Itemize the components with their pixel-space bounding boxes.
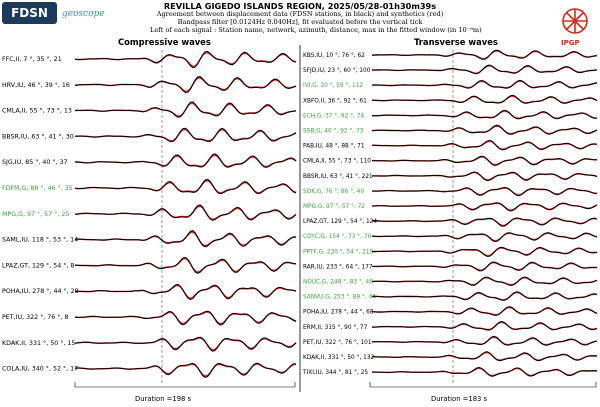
- right-station-label: KBS,IU, 10 °, 76 °, 62: [303, 53, 365, 59]
- right-station-label: IVI,G, 30 °, 59 °, 112: [303, 83, 363, 89]
- right-station-label: BBSR,IU, 63 °, 41 °, 221: [303, 174, 373, 180]
- left-data-trace: [74, 256, 297, 274]
- right-station-label: RAR,IU, 233 °, 64 °, 177: [303, 264, 373, 270]
- fdsn-logo: FDSN: [2, 2, 57, 24]
- right-data-trace: [371, 49, 598, 60]
- left-data-trace: [74, 310, 297, 326]
- right-station-label: POHA,IU, 278 °, 44 °, 68: [303, 310, 374, 316]
- right-data-trace: [372, 64, 598, 75]
- panel-title-compressive: Compressive waves: [118, 37, 211, 47]
- right-station-label: LPAZ,GT, 129 °, 54 °, 124: [303, 219, 377, 225]
- left-synthetic-trace: [74, 77, 297, 93]
- left-synthetic-trace: [74, 257, 297, 273]
- left-data-trace: [74, 178, 297, 195]
- left-station-label: POHA,IU, 278 °, 44 °, 28: [2, 287, 79, 295]
- left-station-label: COLA,IU, 340 °, 52 °, 17: [2, 365, 78, 373]
- left-data-trace: [74, 204, 297, 221]
- right-data-trace: [371, 232, 598, 243]
- left-data-trace: [75, 101, 297, 118]
- right-data-trace: [371, 155, 598, 166]
- left-station-label: MPG,G, 97 °, 57 °, 25: [2, 210, 69, 218]
- right-data-trace: [372, 79, 598, 89]
- left-synthetic-trace: [74, 337, 297, 351]
- right-station-label: PET,IU, 322 °, 76 °, 101: [303, 340, 372, 346]
- traces-left: FFC,II, 7 °, 35 °, 21 HRV,IU, 46 °, 39 °,…: [2, 50, 297, 378]
- left-data-trace: [74, 76, 297, 94]
- right-data-trace: [372, 139, 598, 151]
- left-station-label: BBSR,IU, 63 °, 41 °, 30: [2, 132, 74, 140]
- right-synthetic-trace: [372, 321, 598, 331]
- right-station-label: SANVU,G, 253 °, 89 °, 44: [303, 295, 376, 301]
- right-station-label: COYC,G, 154 °, 73 °, 70: [303, 234, 372, 240]
- traces-right: KBS,IU, 10 °, 76 °, 62 SFJD,IU, 23 °, 60 …: [302, 49, 598, 377]
- description-line-1: Agreement between displacement data (FDS…: [156, 10, 444, 18]
- description-line-2: Bandpass filter [0.0124Hz 0.040Hz], fit …: [177, 18, 423, 26]
- ipgp-logo-icon: [562, 8, 588, 34]
- right-station-label: CMLA,II, 55 °, 73 °, 110: [303, 159, 371, 165]
- geoscope-logo: geoscope: [62, 9, 105, 19]
- left-station-label: PET,IU, 322 °, 76 °, 8: [2, 313, 68, 321]
- right-data-trace: [371, 291, 598, 301]
- right-station-label: NOUC,G, 248 °, 83 °, 46: [303, 280, 373, 286]
- right-data-trace: [371, 320, 598, 331]
- left-station-label: SAML,IU, 118 °, 53 °, 14: [2, 236, 78, 244]
- right-data-trace: [371, 335, 598, 346]
- left-synthetic-trace: [75, 154, 297, 168]
- right-data-trace: [372, 186, 598, 197]
- duration-bracket-left: [74, 382, 296, 388]
- duration-label-left: Duration =198 s: [135, 395, 192, 403]
- right-station-label: SSB,G, 40 °, 92 °, 73: [303, 129, 364, 135]
- right-data-trace: [372, 217, 598, 227]
- right-station-label: XBFO,II, 36 °, 92 °, 61: [303, 98, 367, 104]
- left-station-label: HRV,IU, 46 °, 39 °, 16: [2, 81, 70, 89]
- right-station-label: TIXI,IU, 344 °, 81 °, 25: [302, 370, 368, 376]
- left-data-trace: [75, 127, 297, 143]
- right-data-trace: [371, 351, 598, 362]
- left-synthetic-trace: [74, 231, 296, 247]
- right-synthetic-trace: [371, 50, 598, 60]
- left-station-label: KDAK,II, 331 °, 50 °, 15: [2, 339, 75, 347]
- duration-label-right: Duration =183 s: [431, 395, 488, 403]
- page-title: REVILLA GIGEDO ISLANDS REGION, 2025/05/2…: [163, 1, 437, 11]
- right-station-label: SOK,G, 76 °, 86 °, 40: [303, 189, 364, 195]
- left-data-trace: [74, 153, 297, 168]
- left-synthetic-trace: [75, 284, 297, 300]
- right-synthetic-trace: [372, 64, 598, 74]
- right-station-label: ECH,G, 37 °, 92 °, 74: [303, 113, 364, 119]
- left-station-label: CMLA,II, 55 °, 73 °, 13: [2, 107, 72, 115]
- right-data-trace: [372, 246, 598, 257]
- left-station-label: SJG,IU, 85 °, 40 °, 37: [2, 158, 68, 166]
- left-station-label: FFC,II, 7 °, 35 °, 21: [2, 55, 62, 63]
- right-station-label: KDAK,II, 331 °, 50 °, 132: [303, 355, 375, 361]
- right-data-trace: [371, 261, 597, 272]
- left-data-trace: [74, 336, 297, 352]
- right-data-trace: [372, 366, 598, 377]
- left-data-trace: [74, 230, 296, 248]
- left-station-label: LPAZ,GT, 129 °, 54 °, 8: [2, 261, 74, 269]
- panel-title-transverse: Transverse waves: [414, 37, 498, 47]
- right-station-label: PPTF,G, 230 °, 54 °, 219: [303, 249, 374, 255]
- right-synthetic-trace: [371, 306, 598, 316]
- right-data-trace: [371, 124, 598, 135]
- right-station-label: ERM,II, 315 °, 90 °, 77: [303, 325, 368, 331]
- right-data-trace: [371, 202, 598, 212]
- duration-bracket-right: [369, 382, 597, 388]
- description-line-3: Left of each signal : Station name, netw…: [150, 26, 482, 34]
- left-station-label: FDFM,G, 88 °, 46 °, 35: [2, 184, 73, 192]
- right-data-trace: [371, 306, 598, 316]
- right-data-trace: [372, 171, 598, 182]
- right-data-trace: [371, 94, 598, 104]
- right-station-label: SFJD,IU, 23 °, 60 °, 100: [303, 68, 371, 74]
- left-data-trace: [74, 362, 297, 378]
- left-data-trace: [74, 50, 297, 69]
- right-data-trace: [372, 276, 598, 286]
- left-data-trace: [74, 283, 297, 301]
- ipgp-logo-text: IPGP: [561, 39, 580, 47]
- right-station-label: MPG,G, 97 °, 57 °, 72: [303, 204, 365, 210]
- right-data-trace: [371, 109, 597, 120]
- right-station-label: PAB,IU, 48 °, 88 °, 71: [303, 144, 365, 150]
- left-synthetic-trace: [74, 311, 297, 325]
